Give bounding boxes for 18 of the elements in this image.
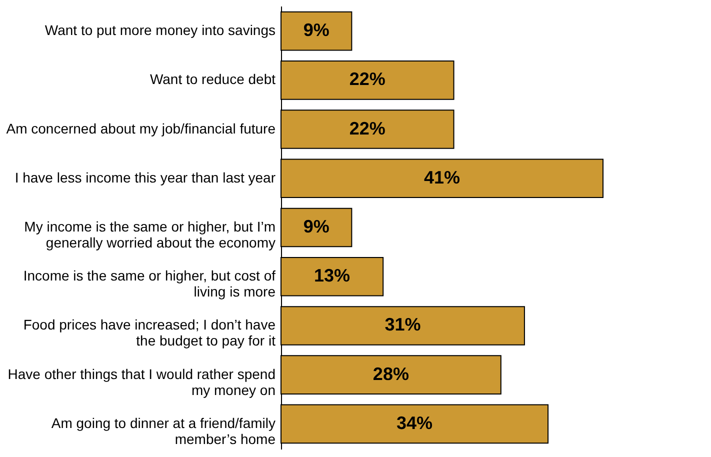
data-label: 13% xyxy=(314,266,350,286)
y-tick-label: Income is the same or higher, but cost of living is more xyxy=(23,268,276,300)
y-tick-label: Want to put more money into savings xyxy=(44,22,276,38)
data-label: 28% xyxy=(372,364,409,384)
data-label: 9% xyxy=(303,216,330,236)
y-tick-label: Am going to dinner at a friend/family member’s home xyxy=(51,414,276,447)
y-tick-label: Have other things that I would rather spend my money on xyxy=(8,366,276,398)
y-tick-label: Am concerned about my job/financial future xyxy=(6,120,276,136)
data-label: 41% xyxy=(424,167,460,188)
data-label: 22% xyxy=(349,69,386,90)
data-label: 31% xyxy=(384,314,421,335)
y-tick-label: I have less income this year than last year xyxy=(14,169,276,186)
y-tick-label: Want to reduce debt xyxy=(150,71,276,88)
y-tick-label: Food prices have increased; I don’t have the budget to pay for it xyxy=(23,316,276,349)
data-label: 22% xyxy=(349,118,386,138)
data-label: 9% xyxy=(303,20,330,40)
data-label: 34% xyxy=(396,412,433,433)
y-tick-label: My income is the same or higher, but I’m generally worried about the economy xyxy=(24,218,276,250)
